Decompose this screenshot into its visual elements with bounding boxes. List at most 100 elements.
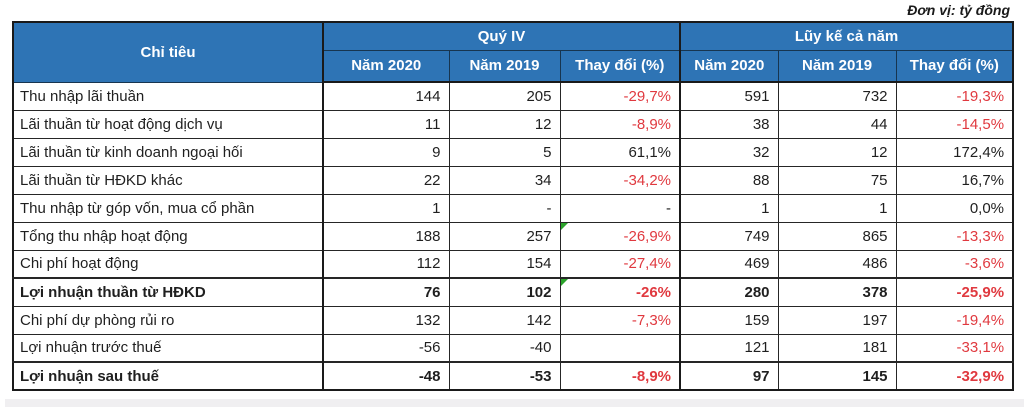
cell-fy-change: 0,0% bbox=[895, 193, 1014, 223]
header-group-quy-iv: Quý IV bbox=[321, 21, 681, 51]
cell-q4-change: -7,3% bbox=[559, 305, 681, 335]
header-fy-nam-2020: Năm 2020 bbox=[679, 49, 779, 83]
cell-fy-2019: 732 bbox=[777, 81, 897, 111]
cell-q4-change: -29,7% bbox=[559, 81, 681, 111]
cell-q4-change: -27,4% bbox=[559, 249, 681, 279]
cell-q4-2020: 132 bbox=[322, 305, 450, 335]
cell-fy-2019: 486 bbox=[777, 249, 897, 279]
cell-fy-change: -33,1% bbox=[895, 333, 1014, 363]
table-row: Lãi thuần từ kinh doanh ngoại hối 9 5 61… bbox=[12, 137, 1014, 167]
cell-q4-2019: 12 bbox=[448, 109, 561, 139]
cell-q4-2020: 11 bbox=[322, 109, 450, 139]
cell-q4-2020: 22 bbox=[322, 165, 450, 195]
table-row: Lợi nhuận sau thuế -48 -53 -8,9% 97 145 … bbox=[12, 361, 1014, 391]
cell-q4-change: -8,9% bbox=[559, 361, 681, 391]
table-row: Lợi nhuận thuần từ HĐKD 76 102 -26% 280 … bbox=[12, 277, 1014, 307]
cell-q4-change: 61,1% bbox=[559, 137, 681, 167]
cell-fy-change: -19,3% bbox=[895, 81, 1014, 111]
financial-results-table: Chỉ tiêu Quý IV Lũy kế cả năm Năm 2020 N… bbox=[12, 21, 1015, 391]
cell-q4-2019: 142 bbox=[448, 305, 561, 335]
cell-fy-change: -14,5% bbox=[895, 109, 1014, 139]
table-row: Lãi thuần từ hoạt động dịch vụ 11 12 -8,… bbox=[12, 109, 1014, 139]
header-group-luy-ke: Lũy kế cả năm bbox=[679, 21, 1014, 51]
header-q4-nam-2020: Năm 2020 bbox=[322, 49, 450, 83]
cell-fy-2020: 38 bbox=[679, 109, 779, 139]
cell-fy-2020: 88 bbox=[679, 165, 779, 195]
cell-q4-2019: 5 bbox=[448, 137, 561, 167]
cell-q4-2020: 9 bbox=[322, 137, 450, 167]
cell-q4-change: - bbox=[559, 193, 681, 223]
cell-fy-2020: 1 bbox=[679, 193, 779, 223]
table-row: Thu nhập từ góp vốn, mua cổ phần 1 - - 1… bbox=[12, 193, 1014, 223]
header-chi-tieu: Chỉ tiêu bbox=[12, 21, 324, 83]
cell-fy-2019: 1 bbox=[777, 193, 897, 223]
row-label: Lãi thuần từ hoạt động dịch vụ bbox=[12, 109, 324, 139]
cell-q4-2019: 154 bbox=[448, 249, 561, 279]
table-row: Thu nhập lãi thuần 144 205 -29,7% 591 73… bbox=[12, 81, 1014, 111]
unit-note: Đơn vị: tỷ đồng bbox=[907, 2, 1010, 18]
row-label: Lãi thuần từ kinh doanh ngoại hối bbox=[12, 137, 324, 167]
cell-q4-2020: 1 bbox=[322, 193, 450, 223]
cell-q4-change: -26,9% bbox=[559, 221, 681, 251]
cell-fy-2019: 12 bbox=[777, 137, 897, 167]
cell-q4-change: -26% bbox=[559, 277, 681, 307]
cell-q4-2019: -53 bbox=[448, 361, 561, 391]
cell-fy-2019: 75 bbox=[777, 165, 897, 195]
row-label: Chi phí dự phòng rủi ro bbox=[12, 305, 324, 335]
cell-fy-change: 172,4% bbox=[895, 137, 1014, 167]
header-q4-nam-2019: Năm 2019 bbox=[448, 49, 561, 83]
cell-q4-change bbox=[559, 333, 681, 363]
bottom-gray-strip bbox=[5, 399, 1024, 407]
cell-q4-2020: -56 bbox=[322, 333, 450, 363]
table-row: Chi phí dự phòng rủi ro 132 142 -7,3% 15… bbox=[12, 305, 1014, 335]
cell-fy-2020: 469 bbox=[679, 249, 779, 279]
cell-fy-change: -13,3% bbox=[895, 221, 1014, 251]
row-label: Lợi nhuận thuần từ HĐKD bbox=[12, 277, 324, 307]
cell-fy-2020: 121 bbox=[679, 333, 779, 363]
row-label: Thu nhập lãi thuần bbox=[12, 81, 324, 111]
cell-fy-2020: 280 bbox=[679, 277, 779, 307]
cell-fy-2020: 97 bbox=[679, 361, 779, 391]
cell-q4-2019: -40 bbox=[448, 333, 561, 363]
row-label: Lãi thuần từ HĐKD khác bbox=[12, 165, 324, 195]
cell-fy-2019: 181 bbox=[777, 333, 897, 363]
header-fy-nam-2019: Năm 2019 bbox=[777, 49, 897, 83]
row-label: Lợi nhuận sau thuế bbox=[12, 361, 324, 391]
cell-q4-2020: 76 bbox=[322, 277, 450, 307]
cell-fy-2020: 749 bbox=[679, 221, 779, 251]
cell-q4-2020: 144 bbox=[322, 81, 450, 111]
table-row: Lãi thuần từ HĐKD khác 22 34 -34,2% 88 7… bbox=[12, 165, 1014, 195]
header-q4-thay-doi: Thay đổi (%) bbox=[559, 49, 681, 83]
cell-q4-2020: 188 bbox=[322, 221, 450, 251]
table-row: Lợi nhuận trước thuế -56 -40 121 181 -33… bbox=[12, 333, 1014, 363]
cell-q4-2019: 257 bbox=[448, 221, 561, 251]
cell-fy-2019: 44 bbox=[777, 109, 897, 139]
cell-q4-2019: 34 bbox=[448, 165, 561, 195]
table-row: Tổng thu nhập hoạt động 188 257 -26,9% 7… bbox=[12, 221, 1014, 251]
row-label: Tổng thu nhập hoạt động bbox=[12, 221, 324, 251]
cell-fy-change: -25,9% bbox=[895, 277, 1014, 307]
table-row: Chi phí hoạt động 112 154 -27,4% 469 486… bbox=[12, 249, 1014, 279]
cell-q4-change: -34,2% bbox=[559, 165, 681, 195]
cell-fy-change: -19,4% bbox=[895, 305, 1014, 335]
cell-q4-2020: -48 bbox=[322, 361, 450, 391]
cell-q4-2019: 205 bbox=[448, 81, 561, 111]
cell-q4-2020: 112 bbox=[322, 249, 450, 279]
cell-fy-2019: 197 bbox=[777, 305, 897, 335]
cell-fy-change: 16,7% bbox=[895, 165, 1014, 195]
cell-fy-change: -32,9% bbox=[895, 361, 1014, 391]
cell-q4-2019: - bbox=[448, 193, 561, 223]
row-label: Chi phí hoạt động bbox=[12, 249, 324, 279]
header-subcolumn-row: Năm 2020 Năm 2019 Thay đổi (%) Năm 2020 … bbox=[13, 49, 1014, 83]
cell-fy-2019: 865 bbox=[777, 221, 897, 251]
cell-q4-2019: 102 bbox=[448, 277, 561, 307]
cell-fy-change: -3,6% bbox=[895, 249, 1014, 279]
cell-fy-2019: 378 bbox=[777, 277, 897, 307]
cell-fy-2020: 32 bbox=[679, 137, 779, 167]
header-group-row: Chỉ tiêu Quý IV Lũy kế cả năm bbox=[12, 21, 1014, 83]
row-label: Thu nhập từ góp vốn, mua cổ phần bbox=[12, 193, 324, 223]
cell-fy-2020: 591 bbox=[679, 81, 779, 111]
cell-fy-2020: 159 bbox=[679, 305, 779, 335]
header-fy-thay-doi: Thay đổi (%) bbox=[895, 49, 1014, 83]
